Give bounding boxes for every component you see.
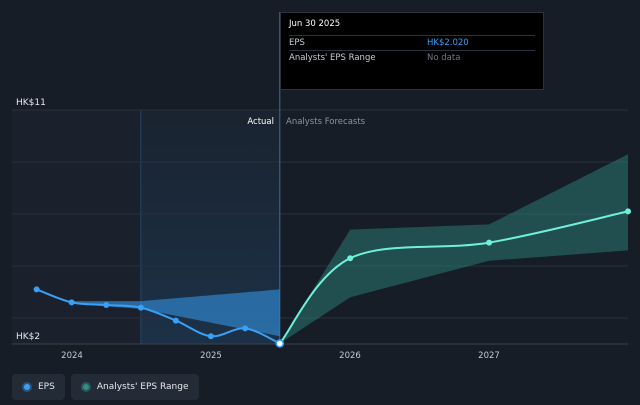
legend-item-range[interactable]: Analysts' EPS Range <box>70 374 199 400</box>
tooltip-date: Jun 30 2025 <box>289 19 341 29</box>
tooltip-range-value: No data <box>427 53 461 63</box>
highlighted-data-point <box>275 339 285 348</box>
x-tick-label-2027: 2027 <box>478 351 500 361</box>
y-tick-label-top: HK$11 <box>16 98 46 108</box>
range-legend-icon <box>80 382 91 392</box>
data-point <box>103 302 110 308</box>
tooltip-range-row: Analysts' EPS Range No data <box>289 50 535 65</box>
chart-legend: EPS Analysts' EPS Range <box>12 374 199 400</box>
series-line-1 <box>279 210 629 345</box>
data-point <box>33 286 40 293</box>
data-point <box>137 304 144 311</box>
actual-region-label: Actual <box>247 117 274 127</box>
range-band-1 <box>279 154 628 344</box>
range-band-0 <box>71 289 280 337</box>
data-point <box>68 299 75 306</box>
tooltip-range-label: Analysts' EPS Range <box>289 53 376 63</box>
data-point <box>625 208 631 215</box>
data-point <box>172 317 179 324</box>
x-tick-label-2026: 2026 <box>339 351 361 361</box>
forecast-region-label: Analysts Forecasts <box>286 117 366 127</box>
tooltip-eps-label: EPS <box>289 38 305 48</box>
tooltip-eps-row: EPS HK$2.020 <box>289 35 535 50</box>
legend-eps-label: EPS <box>38 382 55 392</box>
legend-range-label: Analysts' EPS Range <box>96 382 189 392</box>
eps-legend-icon <box>22 382 32 392</box>
x-tick-label-2024: 2024 <box>61 351 83 361</box>
x-tick-label-2025: 2025 <box>200 351 222 361</box>
y-tick-label-bottom: HK$2 <box>16 332 40 342</box>
data-tooltip: Jun 30 2025 EPS HK$2.020 Analysts' EPS R… <box>280 12 544 90</box>
data-point <box>486 239 493 246</box>
data-point <box>207 333 214 340</box>
data-point <box>242 325 249 332</box>
data-point <box>347 255 354 262</box>
legend-item-eps[interactable]: EPS <box>12 374 65 400</box>
tooltip-eps-value: HK$2.020 <box>427 38 469 48</box>
